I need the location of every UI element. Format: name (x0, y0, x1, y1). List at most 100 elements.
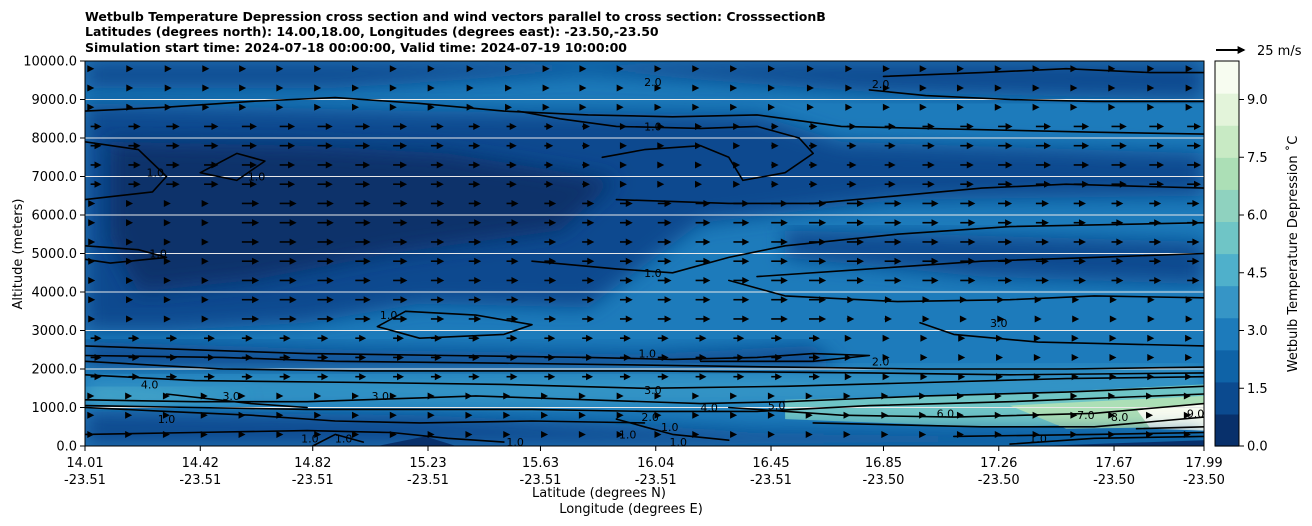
x-axis-label-2: Longitude (degrees E) (559, 502, 703, 517)
wind-vector (241, 373, 253, 381)
contour-line-18 (85, 393, 1204, 413)
y-tick-label: 2000.0 (32, 363, 78, 378)
wind-vector (809, 122, 818, 130)
contour-label: 1.0 (248, 171, 266, 184)
title-line-1: Wetbulb Temperature Depression cross sec… (85, 9, 826, 24)
colorbar-label: Wetbulb Temperature Depression ˚C (1285, 136, 1301, 373)
wind-vector (1035, 276, 1049, 284)
wind-vector (1187, 142, 1202, 150)
wind-vector (241, 180, 257, 188)
wind-vector (87, 430, 95, 438)
wind-vector (1073, 142, 1090, 150)
wind-vector (241, 238, 260, 246)
wind-vector (468, 219, 482, 227)
contour-label: 2.0 (644, 76, 662, 89)
wind-vector (279, 334, 291, 342)
wind-vector (468, 161, 481, 169)
wind-vector (239, 84, 247, 92)
wind-vector (619, 219, 633, 227)
wind-vector (466, 84, 474, 92)
wind-vector (430, 122, 444, 130)
wind-vector (582, 373, 594, 381)
wind-vector (806, 103, 814, 111)
wind-vector (90, 161, 102, 169)
wind-vector (695, 142, 703, 150)
shading-region-0 (85, 61, 1204, 100)
wind-vector (692, 430, 700, 438)
wind-vector (544, 296, 557, 304)
wind-vector (616, 103, 624, 111)
wind-vector (657, 199, 672, 207)
wind-vector (1109, 353, 1117, 361)
wind-vector (730, 84, 738, 92)
y-axis-label: Altitude (meters) (11, 199, 26, 310)
wind-vector (654, 65, 662, 73)
contour-label: 8.0 (1111, 411, 1129, 424)
wind-vector (1187, 276, 1200, 284)
wind-vector (922, 276, 939, 284)
wind-vector (1147, 296, 1155, 304)
wind-vector (844, 353, 852, 361)
colorbar-segment (1215, 413, 1239, 447)
wind-vector (241, 142, 257, 150)
wind-vector (355, 142, 371, 150)
contour-label: 3.0 (222, 390, 240, 403)
wind-vector (1035, 238, 1049, 246)
wind-vector (162, 392, 170, 400)
wind-vector (994, 65, 1002, 73)
wind-vector (809, 296, 827, 304)
wind-vector (355, 334, 367, 342)
wind-vector (657, 296, 672, 304)
wind-vector (427, 65, 435, 73)
wind-vector (393, 219, 408, 227)
wind-vector (1073, 180, 1090, 188)
wind-vector (956, 392, 964, 400)
contour-line-26 (311, 433, 365, 446)
wind-vector (506, 238, 519, 246)
wind-vector (355, 161, 371, 169)
wind-vector (846, 219, 865, 227)
wind-vector (389, 411, 397, 419)
wind-vector (997, 315, 1005, 323)
wind-vector (1032, 411, 1040, 419)
contour-label: 2.0 (872, 78, 890, 91)
wind-vector (1147, 315, 1155, 323)
wind-vector (1111, 161, 1127, 169)
wind-vector (695, 180, 703, 188)
wind-vector (1146, 430, 1154, 438)
wind-vector (882, 353, 890, 361)
wind-vector (88, 199, 96, 207)
wind-vector (355, 219, 371, 227)
wind-vector (884, 180, 896, 188)
wind-vector (1146, 411, 1154, 419)
colorbar-segment (1215, 93, 1239, 126)
wind-vector (166, 122, 180, 130)
wind-vector (733, 199, 750, 207)
wind-vector (1108, 392, 1116, 400)
wind-vector (922, 296, 930, 304)
contour-label: 1.0 (506, 436, 524, 449)
wind-vector (202, 103, 210, 111)
wind-vector (998, 199, 1013, 207)
wind-vector (166, 180, 180, 188)
wind-vector (1071, 373, 1079, 381)
contour-label: 1.0 (149, 248, 167, 261)
wind-vector (733, 161, 741, 169)
wind-vector (619, 315, 633, 323)
wind-vector (355, 353, 367, 361)
wind-vector (881, 392, 889, 400)
wind-vector (845, 103, 853, 111)
wind-vector (1033, 353, 1041, 361)
wind-vector (276, 84, 284, 92)
wind-vector (468, 199, 482, 207)
contour-label: 3.0 (371, 390, 389, 403)
wind-vector (695, 122, 703, 130)
wind-vector (317, 142, 333, 150)
contour-label: 1.0 (158, 413, 176, 426)
colorbar-tick-label: 3.0 (1247, 324, 1268, 339)
wind-vector (200, 392, 208, 400)
contour-line-21 (812, 416, 1204, 428)
wind-vector (582, 315, 595, 323)
x-tick-label-lat: 14.01 (66, 456, 103, 471)
